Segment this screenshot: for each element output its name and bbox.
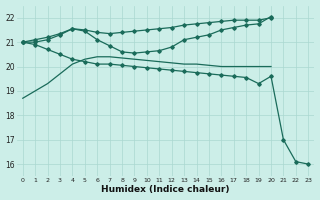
X-axis label: Humidex (Indice chaleur): Humidex (Indice chaleur) [101, 185, 230, 194]
